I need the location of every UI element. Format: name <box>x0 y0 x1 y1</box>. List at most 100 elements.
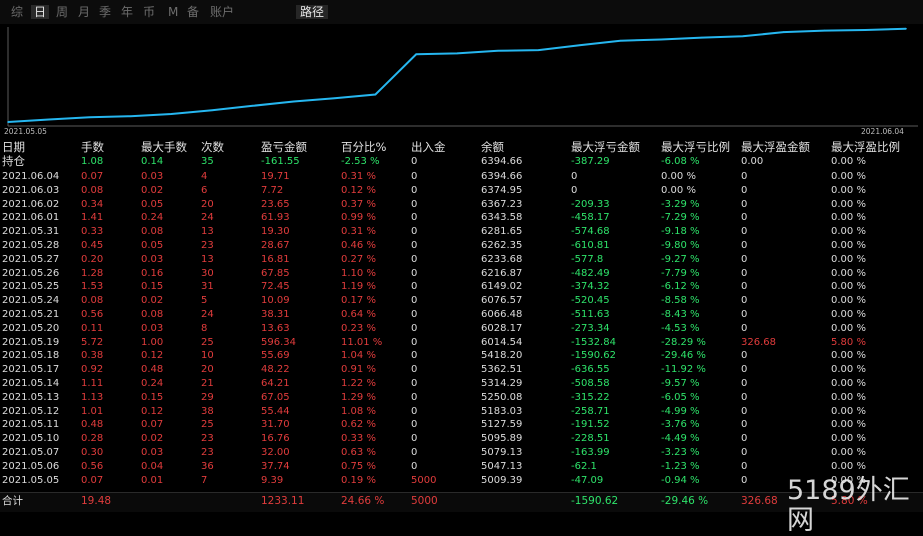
row-cell-mfp: 0 <box>741 378 748 389</box>
equity-point <box>497 50 499 52</box>
row-cell-mfp: 0 <box>741 350 748 361</box>
holding-cell-max_lots: 0.14 <box>141 156 164 167</box>
row-cell-pct: 1.10 % <box>341 268 376 279</box>
row-date: 2021.05.26 <box>2 268 60 279</box>
equity-point <box>374 93 377 96</box>
column-header: 最大浮亏金额 <box>571 140 640 154</box>
row-cell-pct: 0.17 % <box>341 295 376 306</box>
row-cell-count: 30 <box>201 268 214 279</box>
equity-point <box>252 105 254 107</box>
row-cell-max_lots: 0.03 <box>141 447 164 458</box>
row-cell-mfp: 0 <box>741 406 748 417</box>
row-cell-pnl: 13.63 <box>261 323 290 334</box>
row-cell-mfl: 0 <box>571 171 578 182</box>
row-cell-pnl: 23.65 <box>261 199 290 210</box>
row-cell-count: 7 <box>201 475 208 486</box>
tab-year[interactable]: 年 <box>121 5 134 19</box>
holding-cell-label: 持仓 <box>2 154 25 168</box>
row-cell-mflp: -4.53 % <box>661 323 700 334</box>
row-cell-mflp: 0.00 % <box>661 185 696 196</box>
row-cell-balance: 6066.48 <box>481 309 523 320</box>
equity-point <box>292 100 295 103</box>
row-cell-mfpp: 0.00 % <box>831 461 866 472</box>
row-cell-max_lots: 1.00 <box>141 337 164 348</box>
equity-point <box>537 49 540 51</box>
row-date: 2021.05.11 <box>2 419 60 430</box>
row-cell-mfl: -228.51 <box>571 433 610 444</box>
row-cell-balance: 6394.66 <box>481 171 523 182</box>
equity-point <box>701 36 703 39</box>
row-cell-mfp: 0 <box>741 212 748 223</box>
row-date: 2021.05.18 <box>2 350 60 361</box>
row-cell-balance: 6233.68 <box>481 254 523 265</box>
row-date: 2021.05.28 <box>2 240 60 251</box>
tab-notes[interactable]: 备 <box>187 5 200 19</box>
chart-end-date: 2021.06.04 <box>861 127 904 136</box>
tab-currency[interactable]: 币 <box>143 5 156 19</box>
row-cell-mfp: 0 <box>741 433 748 444</box>
row-cell-max_lots: 0.02 <box>141 433 164 444</box>
row-cell-count: 21 <box>201 378 214 389</box>
row-cell-balance: 6343.58 <box>481 212 523 223</box>
tab-month[interactable]: 月 <box>78 5 91 19</box>
column-header: 出入金 <box>411 140 446 154</box>
total-io: 5000 <box>411 495 438 507</box>
row-cell-mfl: -374.32 <box>571 281 610 292</box>
row-cell-mfp: 0 <box>741 461 748 472</box>
row-cell-balance: 5079.13 <box>481 447 523 458</box>
row-cell-balance: 5250.08 <box>481 392 523 403</box>
row-cell-pct: 0.19 % <box>341 475 376 486</box>
row-cell-mflp: -4.99 % <box>661 406 700 417</box>
row-cell-count: 13 <box>201 254 214 265</box>
total-lots: 19.48 <box>81 495 112 507</box>
equity-point <box>619 39 622 42</box>
row-cell-pct: 0.37 % <box>341 199 376 210</box>
row-cell-count: 6 <box>201 185 208 196</box>
row-cell-mfp: 0 <box>741 323 748 334</box>
row-cell-mfpp: 0.00 % <box>831 171 866 182</box>
row-cell-pct: 1.22 % <box>341 378 376 389</box>
row-cell-count: 4 <box>201 171 208 182</box>
row-cell-pnl: 19.71 <box>261 171 290 182</box>
row-date: 2021.05.10 <box>2 433 60 444</box>
row-date: 2021.05.07 <box>2 447 60 458</box>
row-cell-balance: 5095.89 <box>481 433 523 444</box>
row-cell-io: 0 <box>411 185 418 196</box>
row-cell-max_lots: 0.24 <box>141 212 164 223</box>
row-cell-mfpp: 0.00 % <box>831 281 866 292</box>
row-cell-mflp: -3.76 % <box>661 419 700 430</box>
row-cell-pct: 0.75 % <box>341 461 376 472</box>
holding-cell-pct: -2.53 % <box>341 156 380 167</box>
row-cell-max_lots: 0.03 <box>141 254 164 265</box>
row-date: 2021.06.04 <box>2 171 60 182</box>
tab-week[interactable]: 周 <box>56 5 69 19</box>
row-cell-balance: 5183.03 <box>481 406 523 417</box>
row-cell-mflp: -6.05 % <box>661 392 700 403</box>
row-cell-count: 23 <box>201 240 214 251</box>
row-cell-lots: 0.11 <box>81 323 104 334</box>
row-cell-balance: 5047.13 <box>481 461 523 472</box>
holding-cell-max_float_loss: -387.29 <box>571 156 610 167</box>
row-cell-count: 20 <box>201 364 214 375</box>
tab-account[interactable]: 账户 <box>210 5 235 19</box>
row-cell-balance: 6076.57 <box>481 295 523 306</box>
tab-day[interactable]: 日 <box>31 5 50 19</box>
row-cell-mfpp: 5.80 % <box>831 337 866 348</box>
chart-start-date: 2021.05.05 <box>4 127 47 136</box>
row-cell-mflp: -1.23 % <box>661 461 700 472</box>
row-cell-mfpp: 0.00 % <box>831 254 866 265</box>
row-cell-pct: 0.12 % <box>341 185 376 196</box>
row-cell-mflp: -9.80 % <box>661 240 700 251</box>
column-header: 余额 <box>481 140 504 154</box>
tab-summary[interactable]: 综 <box>11 5 24 19</box>
row-cell-lots: 0.07 <box>81 171 104 182</box>
tab-path[interactable]: 路径 <box>296 5 329 19</box>
tab-quarter[interactable]: 季 <box>99 5 112 19</box>
row-cell-max_lots: 0.15 <box>141 281 164 292</box>
row-cell-count: 23 <box>201 433 214 444</box>
tab-m[interactable]: M <box>168 5 179 19</box>
row-cell-max_lots: 0.01 <box>141 475 164 486</box>
row-cell-pct: 0.23 % <box>341 323 376 334</box>
row-cell-count: 8 <box>201 323 208 334</box>
